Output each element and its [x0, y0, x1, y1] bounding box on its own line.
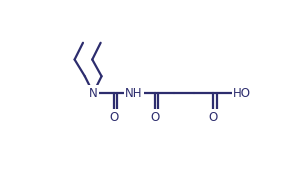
Text: O: O: [209, 111, 218, 124]
Text: HO: HO: [233, 86, 251, 100]
Text: O: O: [150, 111, 159, 124]
Text: NH: NH: [125, 86, 143, 100]
Text: O: O: [109, 111, 118, 124]
Text: N: N: [89, 86, 97, 100]
